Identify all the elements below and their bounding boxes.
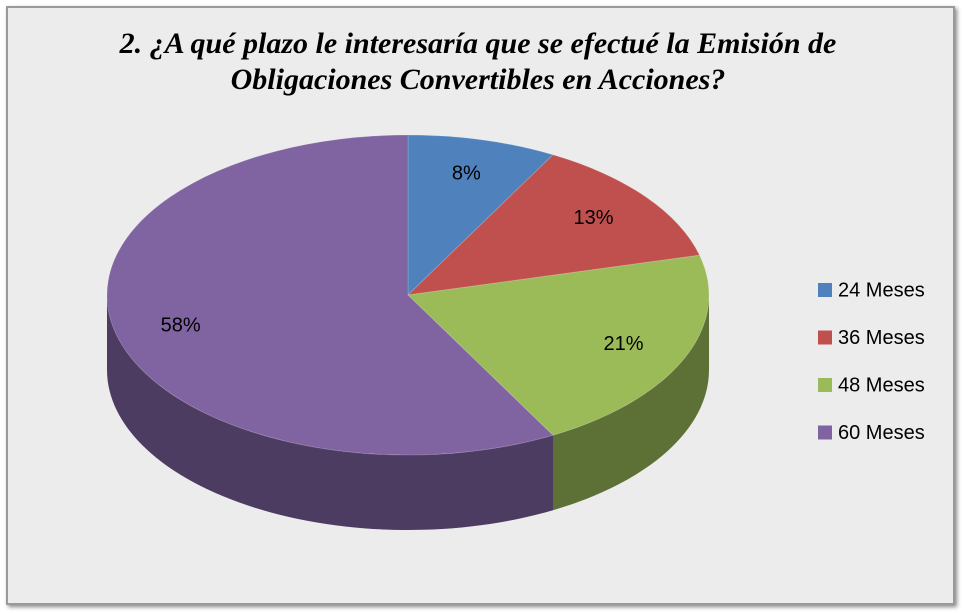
pie-slice <box>406 154 701 296</box>
pie-side <box>106 295 554 530</box>
legend-label: 24 Meses <box>838 279 925 301</box>
legend-swatch <box>818 283 832 297</box>
data-label: 21% <box>603 333 643 355</box>
legend-label: 36 Meses <box>838 327 925 349</box>
legend-swatch <box>818 425 832 440</box>
pie-side <box>553 295 709 511</box>
pie-slice <box>407 134 554 297</box>
data-label: 58% <box>161 314 201 336</box>
pie-slice <box>106 134 554 456</box>
pie-slice <box>406 254 710 436</box>
data-label: 8% <box>452 162 481 184</box>
legend-swatch <box>818 330 832 345</box>
legend-label: 48 Meses <box>838 374 925 396</box>
data-label: 13% <box>573 207 613 229</box>
legend-swatch <box>818 378 832 392</box>
legend-label: 60 Meses <box>838 422 925 444</box>
chart-title: 2. ¿A qué plazo le interesaría que se ef… <box>119 27 837 96</box>
